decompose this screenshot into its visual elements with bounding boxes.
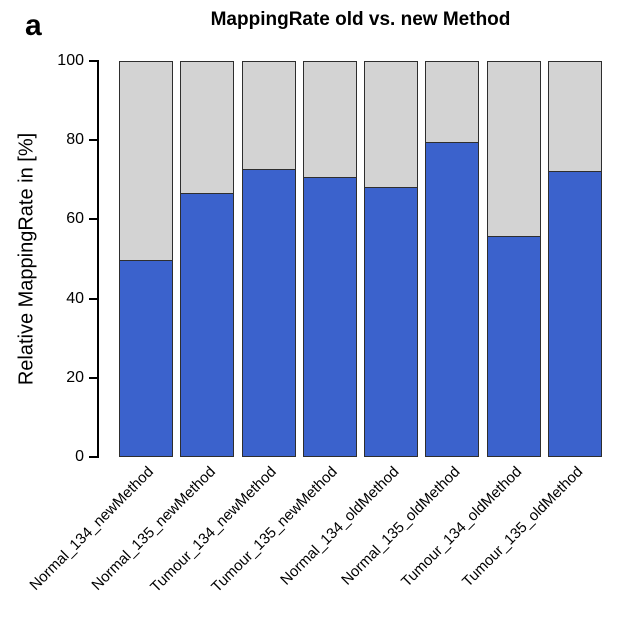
bar-segment-gray: [181, 62, 234, 194]
bar-Normal_134_oldMethod: [364, 61, 419, 457]
plot-area: [119, 61, 602, 457]
y-axis-title: Relative MappingRate in [%]: [15, 132, 38, 386]
y-axis-line: [97, 60, 99, 458]
bar-segment-gray: [242, 62, 295, 171]
bar-segment-gray: [120, 62, 172, 261]
bar-segment-blue: [487, 237, 540, 456]
chart-title: MappingRate old vs. new Method: [210, 9, 511, 30]
bar-segment-gray: [426, 62, 479, 143]
bar-Tumour_135_oldMethod: [547, 61, 602, 457]
y-tick-mark: [89, 218, 97, 221]
x-tick-label: Tumour_135_oldMethod: [459, 463, 587, 591]
bar-segment-gray: [365, 62, 418, 189]
bar-segment-blue: [426, 142, 479, 456]
x-tick-label: Tumour_135_newMethod: [208, 463, 342, 596]
y-tick-label: 100: [57, 52, 84, 69]
x-tick-label: Normal_134_newMethod: [26, 463, 158, 594]
y-tick-label: 20: [66, 368, 84, 386]
bar-segment-blue: [303, 178, 356, 456]
y-tick-mark: [89, 139, 97, 142]
bar-segment-blue: [548, 172, 601, 456]
y-tick-mark: [89, 297, 97, 300]
y-tick-mark: [89, 60, 97, 62]
bar-segment-blue: [365, 188, 418, 456]
y-tick-label: 80: [66, 131, 84, 149]
y-tick-label: 60: [66, 210, 84, 228]
bar-Normal_135_newMethod: [180, 61, 235, 457]
x-tick-label: Normal_134_oldMethod: [277, 463, 403, 589]
panel-label: a: [25, 9, 42, 42]
x-tick-label: Tumour_134_oldMethod: [397, 463, 526, 591]
bar-Normal_135_oldMethod: [425, 61, 480, 457]
y-tick-label: 40: [66, 289, 84, 307]
bar-segment-gray: [548, 62, 601, 173]
x-tick-label: Normal_135_newMethod: [88, 463, 219, 594]
bar-segment-blue: [120, 260, 172, 456]
y-tick-label: 0: [75, 448, 84, 465]
y-tick-mark: [89, 376, 97, 379]
y-tick-mark: [89, 456, 97, 458]
bar-Tumour_134_newMethod: [241, 61, 296, 457]
bar-segment-blue: [242, 170, 295, 456]
bar-segment-gray: [303, 62, 356, 179]
bar-segment-gray: [487, 62, 540, 238]
bar-Tumour_134_oldMethod: [486, 61, 541, 457]
bar-segment-blue: [181, 193, 234, 456]
bar-Normal_134_newMethod: [119, 61, 173, 457]
x-tick-label: Normal_135_oldMethod: [338, 463, 464, 589]
bar-Tumour_135_newMethod: [302, 61, 357, 457]
